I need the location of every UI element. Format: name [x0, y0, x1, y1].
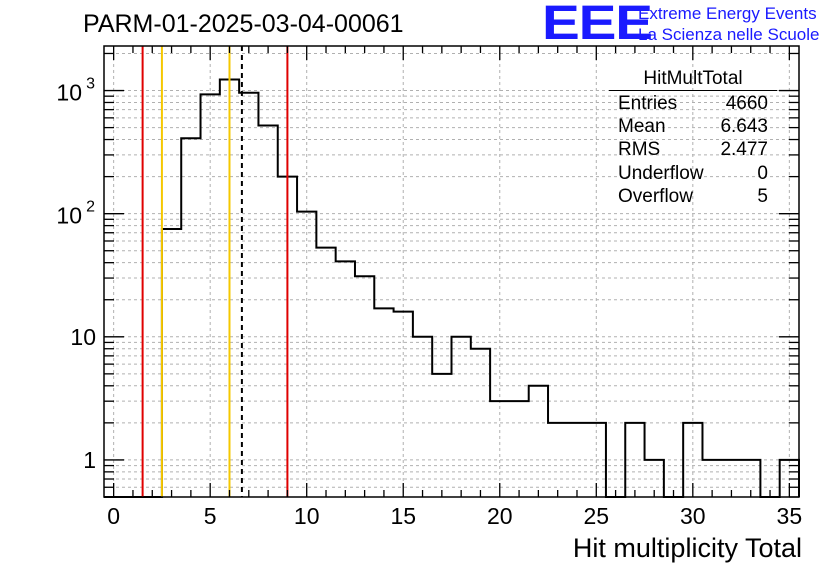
histogram-bin: [567, 423, 586, 497]
histogram-bin: [258, 126, 277, 497]
y-tick-exponent: 3: [86, 76, 95, 93]
stats-value: 6.643: [720, 116, 768, 138]
stats-value: 5: [757, 185, 768, 207]
histogram-bin: [201, 94, 220, 497]
x-tick-label: 35: [777, 503, 803, 529]
histogram-bin: [490, 401, 509, 497]
stats-value: 0: [757, 162, 768, 184]
eee-logo: EEE: [542, 0, 653, 50]
histogram-bin: [181, 138, 200, 497]
histogram-bin: [509, 401, 528, 497]
stats-label: RMS: [618, 139, 661, 161]
stats-value: 4660: [725, 93, 768, 114]
logo-subtitle-1: Extreme Energy Events: [638, 4, 817, 23]
histogram-bin: [316, 248, 335, 497]
histogram-bin: [471, 349, 490, 497]
plot-frame: [103, 45, 800, 498]
x-tick-label: 5: [204, 503, 217, 529]
x-tick-label: 10: [294, 503, 320, 529]
histogram-bin: [374, 308, 393, 497]
logo-subtitle-2: La Scienza nelle Scuole: [638, 25, 820, 44]
stats-value: 2.477: [720, 139, 768, 161]
x-tick-label: 25: [583, 503, 609, 529]
stats-row-mean: Mean 6.643: [609, 115, 777, 138]
histogram-bin: [625, 423, 644, 497]
histogram-bin: [548, 423, 567, 497]
stats-row-rms: RMS 2.477: [609, 138, 777, 161]
y-tick-label: 10: [56, 80, 82, 106]
histogram-bin: [529, 386, 548, 497]
x-tick-label: 15: [390, 503, 416, 529]
stats-row-entries: Entries 4660: [609, 92, 777, 115]
histogram-bin: [432, 374, 451, 497]
y-tick-exponent: 2: [86, 199, 95, 216]
x-tick-label: 20: [487, 503, 513, 529]
run-title: PARM-01-2025-03-04-00061: [83, 10, 404, 38]
x-tick-label: 30: [680, 503, 706, 529]
y-tick-label: 1: [83, 447, 96, 473]
x-axis-label: Hit multiplicity Total: [572, 533, 802, 563]
histogram-bin: [394, 312, 413, 497]
histogram-bin: [452, 337, 471, 497]
stats-box: HitMultTotal Entries 4660 Mean 6.643 RMS…: [609, 68, 777, 208]
stats-label: Underflow: [618, 162, 704, 184]
histogram-outline: [104, 78, 800, 498]
plot-area: [104, 46, 799, 497]
histogram-bin: [413, 337, 432, 497]
histogram-bin: [355, 276, 374, 497]
stats-row-underflow: Underflow 0: [609, 162, 777, 185]
stats-label: Entries: [618, 93, 678, 114]
y-tick-label: 10: [56, 203, 82, 229]
stats-label: Overflow: [618, 185, 693, 207]
stats-label: Mean: [618, 116, 666, 138]
histogram-bin: [162, 229, 181, 497]
histogram-bin: [297, 212, 316, 497]
histogram-bin: [336, 261, 355, 497]
x-tick-label: 0: [107, 503, 120, 529]
stats-title: HitMultTotal: [609, 68, 777, 91]
y-tick-label: 10: [70, 324, 96, 350]
stats-row-overflow: Overflow 5: [609, 185, 777, 208]
